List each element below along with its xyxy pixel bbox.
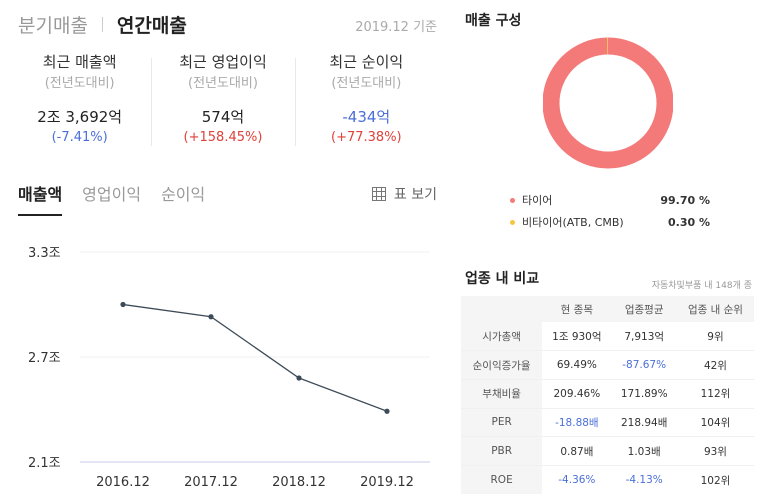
as-of-date: 2019.12 기준: [355, 20, 437, 35]
period-tabs: 분기매출 연간매출: [18, 11, 187, 38]
table-row: 시가총액 1조 930억 7,913억 9위: [461, 322, 754, 352]
cell-current: 209.46%: [542, 379, 612, 409]
row-label: ROE: [461, 465, 543, 495]
cell-rank: 42위: [676, 350, 754, 380]
header-rank: 업종 내 순위: [676, 296, 754, 322]
row-label: 부채비율: [461, 379, 543, 409]
row-label: 시가총액: [461, 322, 543, 352]
x-tick-label: 2019.12: [360, 475, 414, 490]
industry-note: 자동차및부품 내 148개 종: [651, 281, 752, 291]
summary-title: 최근 영업이익: [179, 53, 267, 71]
row-label: PBR: [461, 436, 543, 466]
cell-current: 0.87배: [542, 436, 612, 466]
composition-title: 매출 구성: [465, 13, 522, 29]
x-tick-label: 2016.12: [96, 475, 150, 490]
summary-title: 최근 순이익: [329, 53, 404, 71]
summary-net-income: 최근 순이익 (전년도대비) -434억 (+77.38%): [294, 52, 438, 147]
composition-panel: 매출 구성 타이어 99.70 % 비타이어(ATB, CMB) 0.30 % …: [455, 0, 760, 500]
composition-donut-chart: [543, 37, 673, 169]
summary-value: -434억: [342, 108, 391, 126]
revenue-line-chart: 3.3조 2.7조 2.1조 2016.12 2017.12 2018.12 2019.12: [28, 246, 430, 490]
legend-name: 타이어: [522, 194, 553, 207]
tab-annual-sales[interactable]: 연간매출: [116, 15, 187, 37]
summary-revenue: 최근 매출액 (전년도대비) 2조 3,692억 (-7.41%): [8, 52, 151, 147]
header-current: 현 종목: [542, 296, 612, 322]
composition-legend: 타이어 99.70 % 비타이어(ATB, CMB) 0.30 %: [510, 189, 710, 233]
cell-average: -4.13%: [625, 474, 663, 487]
industry-compare-table: 현 종목 업종평균 업종 내 순위 시가총액 1조 930억 7,913억 9위 순이익…: [461, 296, 754, 495]
table-view-button[interactable]: 표 보기: [371, 184, 437, 204]
header-blank: [461, 296, 543, 322]
cell-rank: 9위: [676, 322, 754, 352]
cell-average: 1.03배: [611, 436, 677, 466]
summary-subtitle: (전년도대비): [44, 76, 115, 91]
legend-percent: 99.70 %: [660, 193, 710, 207]
donut-slice-non-tire: [543, 37, 673, 169]
cell-average: 218.94배: [611, 408, 677, 438]
tab-net-income[interactable]: 순이익: [161, 185, 206, 204]
legend-item: 비타이어(ATB, CMB) 0.30 %: [510, 211, 710, 233]
header-average: 업종평균: [611, 296, 677, 322]
summary-change: (+77.38%): [331, 130, 402, 145]
summary-change: (-7.41%): [51, 130, 108, 145]
revenue-series-line: [122, 303, 388, 412]
x-tick-label: 2017.12: [184, 475, 238, 490]
tab-operating-profit[interactable]: 영업이익: [82, 185, 142, 204]
table-view-label: 표 보기: [393, 187, 437, 203]
row-label: PER: [461, 408, 543, 438]
cell-average: 7,913억: [611, 322, 677, 352]
table-header-row: 현 종목 업종평균 업종 내 순위: [461, 296, 754, 322]
legend-dot: [510, 197, 515, 203]
revenue-data-point: [208, 314, 214, 320]
summary-subtitle: (전년도대비): [331, 76, 402, 91]
table-row: PBR 0.87배 1.03배 93위: [461, 436, 754, 466]
cell-rank: 112위: [676, 379, 754, 409]
table-grid-icon: [371, 187, 386, 201]
metric-tabs: 매출액 영업이익 순이익: [18, 181, 225, 216]
legend-item: 타이어 99.70 %: [510, 189, 710, 211]
summary-operating-profit: 최근 영업이익 (전년도대비) 574억 (+158.45%): [151, 52, 294, 147]
summary-value: 2조 3,692억: [37, 108, 123, 126]
table-row: PER -18.88배 218.94배 104위: [461, 408, 754, 438]
summary-value: 574억: [201, 108, 245, 126]
table-row: ROE -4.36% -4.13% 102위: [461, 465, 754, 495]
cell-rank: 102위: [700, 474, 731, 487]
legend-dot: [510, 219, 515, 225]
summary-stats: 최근 매출액 (전년도대비) 2조 3,692억 (-7.41%) 최근 영업이…: [8, 52, 438, 147]
cell-current: 1조 930억: [542, 322, 612, 352]
y-tick-label: 2.7조: [28, 351, 61, 366]
revenue-data-point: [296, 375, 302, 381]
summary-title: 최근 매출액: [42, 53, 117, 71]
cell-current: -18.88배: [542, 408, 612, 438]
sales-panel: 분기매출 연간매출 2019.12 기준 최근 매출액 (전년도대비) 2조 3…: [8, 11, 438, 490]
cell-average: 171.89%: [611, 379, 677, 409]
cell-current: -4.36%: [558, 474, 596, 487]
legend-name: 비타이어(ATB, CMB): [522, 216, 624, 229]
donut-slice-tire: [543, 37, 673, 169]
x-tick-label: 2018.12: [272, 475, 326, 490]
summary-change: (+158.45%): [183, 130, 263, 145]
tab-quarterly-sales[interactable]: 분기매출: [18, 15, 88, 37]
cell-rank: 93위: [676, 436, 754, 466]
revenue-data-point: [384, 408, 390, 414]
cell-current: 69.49%: [542, 350, 612, 380]
industry-compare-title: 업종 내 비교: [465, 271, 540, 287]
y-tick-label: 3.3조: [28, 246, 61, 261]
tab-divider: [101, 17, 103, 32]
tab-revenue[interactable]: 매출액: [18, 181, 63, 216]
revenue-data-point: [120, 301, 126, 308]
summary-subtitle: (전년도대비): [188, 76, 258, 91]
y-tick-label: 2.1조: [28, 456, 61, 471]
table-row: 순이익증가율 69.49% -87.67% 42위: [461, 350, 754, 380]
legend-percent: 0.30 %: [668, 215, 710, 229]
row-label: 순이익증가율: [461, 350, 543, 380]
cell-rank: 104위: [676, 408, 754, 438]
table-row: 부채비율 209.46% 171.89% 112위: [461, 379, 754, 409]
cell-average: -87.67%: [611, 350, 677, 380]
